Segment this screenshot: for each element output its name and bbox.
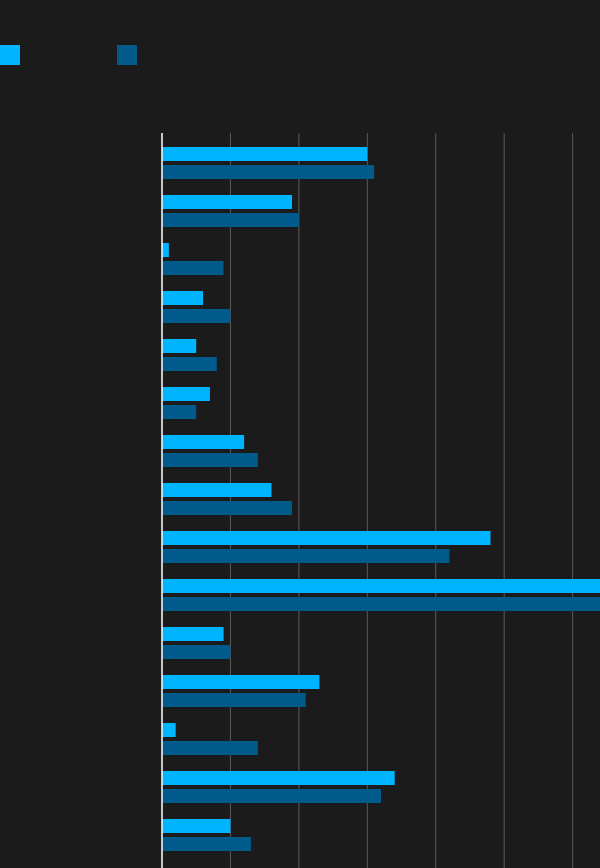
bar [162, 483, 272, 497]
bar [162, 387, 210, 401]
bar [162, 645, 231, 659]
bar [162, 165, 375, 179]
bar [162, 243, 169, 257]
bar [162, 789, 381, 803]
bar [162, 597, 600, 611]
bar [162, 693, 306, 707]
bar [162, 579, 600, 593]
bar [162, 741, 258, 755]
bar [162, 339, 197, 353]
bar [162, 819, 231, 833]
bar [162, 405, 197, 419]
bar [162, 213, 299, 227]
bar [162, 147, 368, 161]
bar [162, 453, 258, 467]
bar [162, 837, 251, 851]
bar [162, 261, 224, 275]
bar [162, 309, 231, 323]
bar [162, 627, 224, 641]
bar [162, 435, 245, 449]
bar [162, 291, 204, 305]
bar [162, 771, 395, 785]
legend-swatch [0, 45, 20, 65]
bar [162, 357, 217, 371]
bar [162, 501, 293, 515]
bar [162, 531, 491, 545]
bar [162, 195, 293, 209]
legend-swatch [117, 45, 137, 65]
bar [162, 675, 320, 689]
bar [162, 723, 176, 737]
bar [162, 549, 450, 563]
